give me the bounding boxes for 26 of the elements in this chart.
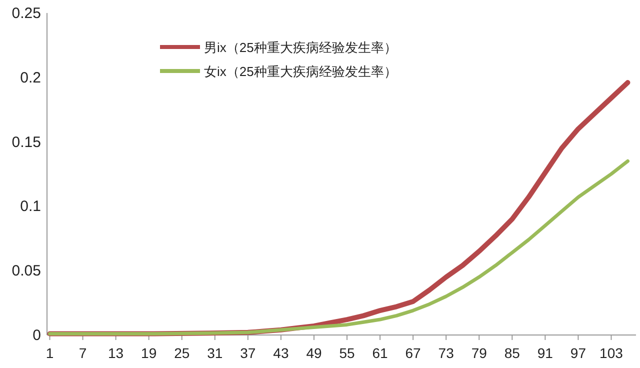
y-tick-label: 0.15 <box>12 134 41 151</box>
x-tick-label: 91 <box>537 345 554 361</box>
x-tick-label: 49 <box>306 345 322 361</box>
legend-label: 男ix（25种重大疾病经验发生率） <box>204 40 397 55</box>
x-tick-label: 43 <box>273 345 289 361</box>
y-tick-label: 0.05 <box>12 262 41 280</box>
x-tick-label: 13 <box>108 345 124 361</box>
x-tick-label: 73 <box>438 345 454 361</box>
y-tick-label: 0 <box>32 327 41 344</box>
y-tick-label: 0.25 <box>12 5 41 22</box>
x-tick-label: 67 <box>405 345 422 361</box>
x-tick-label: 85 <box>504 345 520 361</box>
x-tick-label: 19 <box>141 345 157 361</box>
x-tick-label: 61 <box>372 345 388 361</box>
x-tick-label: 55 <box>339 345 355 361</box>
x-tick-label: 103 <box>600 345 624 361</box>
y-tick-label: 0.1 <box>20 198 41 216</box>
x-tick-label: 79 <box>471 345 488 361</box>
x-tick-label: 97 <box>570 345 586 361</box>
y-tick-label: 0.2 <box>20 69 41 86</box>
legend-label: 女ix（25种重大疾病经验发生率） <box>204 64 397 79</box>
x-tick-label: 25 <box>174 345 190 361</box>
x-tick-label: 37 <box>240 345 256 361</box>
x-tick-label: 1 <box>46 345 54 361</box>
x-tick-label: 31 <box>207 345 223 361</box>
x-tick-label: 7 <box>78 345 87 361</box>
